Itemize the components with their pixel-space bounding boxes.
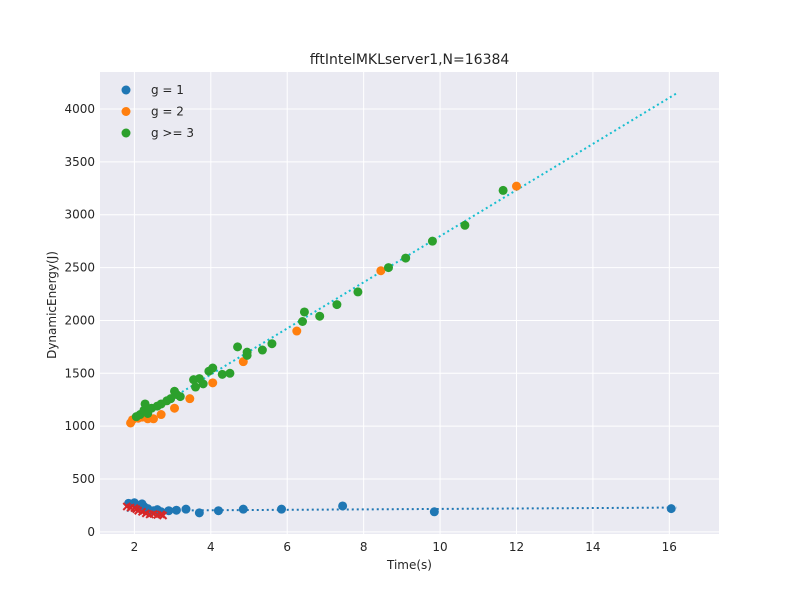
- data-point: [353, 287, 363, 297]
- x-tick-label: 6: [283, 540, 291, 554]
- y-tick-label: 0: [87, 525, 95, 539]
- legend-marker: [121, 85, 131, 95]
- y-tick-label: 4000: [64, 102, 95, 116]
- y-tick-label: 3000: [64, 208, 95, 222]
- x-tick-label: 14: [585, 540, 600, 554]
- data-point: [238, 504, 248, 514]
- y-tick-label: 2000: [64, 313, 95, 327]
- data-point: [213, 506, 223, 516]
- legend: g = 1 g = 2 g >= 3: [121, 83, 194, 140]
- data-point: [148, 414, 158, 424]
- data-point: [181, 504, 191, 514]
- data-point: [299, 307, 309, 317]
- legend-label: g = 1: [151, 83, 184, 97]
- data-point: [292, 326, 302, 336]
- data-point: [140, 399, 150, 409]
- data-point: [298, 317, 308, 327]
- chart-title: fftIntelMKLserver1,N=16384: [310, 52, 510, 68]
- data-point: [156, 410, 166, 420]
- data-point: [498, 185, 508, 195]
- data-point: [429, 507, 439, 517]
- data-point: [233, 342, 243, 352]
- data-point: [175, 392, 185, 402]
- data-point: [171, 505, 181, 515]
- data-point: [666, 504, 676, 514]
- data-point: [217, 369, 227, 379]
- data-point: [276, 504, 286, 514]
- data-point: [511, 181, 521, 191]
- y-tick-label: 3500: [64, 155, 95, 169]
- data-point: [427, 236, 437, 246]
- y-tick-labels: 0 500 1000 1500 2000 2500 3000 3500 4000: [64, 102, 95, 539]
- data-point: [191, 382, 201, 392]
- data-point: [383, 263, 393, 273]
- data-point: [338, 501, 348, 511]
- y-tick-label: 500: [72, 472, 95, 486]
- y-axis-label: DynamicEnergy(J): [45, 251, 59, 359]
- data-point: [170, 403, 180, 413]
- x-axis-label: Time(s): [386, 558, 432, 572]
- data-point: [267, 339, 277, 349]
- data-point: [332, 300, 342, 310]
- x-tick-label: 12: [509, 540, 524, 554]
- legend-label: g >= 3: [151, 126, 194, 140]
- x-tick-label: 2: [131, 540, 139, 554]
- data-point: [225, 368, 235, 378]
- x-marker: [158, 511, 168, 520]
- data-point: [208, 363, 218, 373]
- data-point: [460, 220, 470, 230]
- y-tick-label: 1500: [64, 366, 95, 380]
- y-tick-label: 1000: [64, 419, 95, 433]
- legend-marker: [121, 107, 131, 116]
- data-points: [122, 181, 676, 520]
- data-point: [401, 253, 411, 263]
- data-point: [198, 379, 208, 389]
- data-point: [257, 345, 267, 355]
- x-tick-label: 8: [360, 540, 368, 554]
- data-point: [376, 266, 386, 276]
- legend-marker: [121, 128, 131, 138]
- grid-lines: [100, 72, 719, 534]
- data-point: [208, 378, 218, 388]
- x-tick-label: 4: [207, 540, 215, 554]
- fit-line: [130, 92, 678, 424]
- legend-label: g = 2: [151, 105, 184, 119]
- data-point: [315, 311, 325, 321]
- plot-area: [100, 72, 719, 534]
- x-tick-label: 16: [662, 540, 677, 554]
- x-tick-label: 10: [432, 540, 447, 554]
- data-point: [242, 350, 252, 360]
- data-point: [194, 508, 204, 518]
- y-tick-label: 2500: [64, 261, 95, 275]
- data-point: [185, 394, 195, 404]
- x-tick-labels: 2 4 6 8 10 12 14 16: [131, 540, 677, 554]
